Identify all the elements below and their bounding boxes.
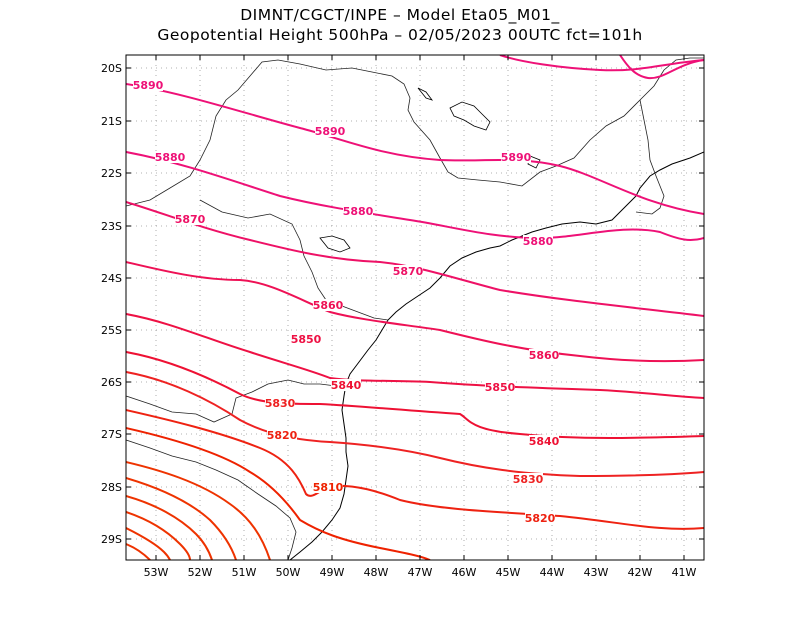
contour-line-5810 — [126, 427, 431, 560]
coastline — [289, 151, 704, 560]
contour-label-bg — [393, 265, 423, 277]
contour-label: 5850 — [291, 333, 322, 346]
lat-tick-label: 25S — [101, 324, 122, 337]
contour-label: 5890 — [501, 151, 532, 164]
contour-label: 5890 — [315, 125, 346, 138]
contour-label: 5840 — [331, 379, 362, 392]
lon-tick-label: 41W — [672, 566, 697, 579]
contour-label: 5880 — [155, 151, 186, 164]
contour-label: 5830 — [513, 473, 544, 486]
contour-line-5870 — [126, 201, 704, 317]
contour-label-bg — [313, 481, 343, 493]
state-border — [126, 57, 704, 207]
lat-tick-label: 24S — [101, 272, 122, 285]
contour-label: 5890 — [133, 79, 164, 92]
lon-tick-label: 50W — [276, 566, 301, 579]
plot-frame — [125, 54, 705, 561]
contour-label: 5850 — [485, 381, 516, 394]
contour-label-bg — [313, 299, 343, 311]
contour-label: 5880 — [523, 235, 554, 248]
contour-line-5860 — [126, 261, 704, 363]
lon-tick-label: 45W — [496, 566, 521, 579]
contour-line-lower — [126, 543, 151, 560]
contour-label: 5860 — [529, 349, 560, 362]
contour-line-5890 — [619, 55, 704, 80]
contour-line-5820 — [126, 409, 704, 530]
contour-label-bg — [523, 235, 553, 247]
state-border — [199, 199, 389, 321]
coastlines-and-borders — [126, 57, 704, 560]
contour-label-bg — [525, 512, 555, 524]
lon-tick-label: 52W — [188, 566, 213, 579]
contour-label-bg — [155, 151, 185, 163]
lon-tick-label: 51W — [232, 566, 257, 579]
contour-label-bg — [175, 213, 205, 225]
contour-label: 5870 — [175, 213, 206, 226]
contour-label: 5870 — [393, 265, 424, 278]
state-border — [635, 99, 665, 215]
lake — [449, 101, 491, 131]
contour-line-5850 — [126, 313, 704, 399]
contour-label-bg — [267, 429, 297, 441]
chart-title-line2: Geopotential Height 500hPa – 02/05/2023 … — [157, 26, 643, 44]
contour-label: 5820 — [525, 512, 556, 525]
lat-tick-label: 26S — [101, 376, 122, 389]
contour-line-5830 — [126, 371, 704, 478]
contour-label-bg — [485, 381, 515, 393]
axis-ticks: 20S 21S 22S 23S 24S 25S 26S 27S 28S 29S 53W 52W 51W 5… — [101, 55, 704, 579]
lake — [319, 235, 351, 253]
contour-label-bg — [265, 397, 295, 409]
lake — [417, 87, 434, 101]
contour-label: 5820 — [267, 429, 298, 442]
lat-tick-label: 22S — [101, 167, 122, 180]
gridlines — [126, 55, 704, 560]
contour-label: 5860 — [313, 299, 344, 312]
lon-tick-label: 44W — [540, 566, 565, 579]
lon-tick-label: 48W — [364, 566, 389, 579]
lon-tick-label: 49W — [320, 566, 345, 579]
height-contours — [126, 55, 704, 560]
contour-line-5840 — [126, 351, 704, 439]
contour-line-lower — [126, 511, 191, 560]
contour-label-bg — [513, 473, 543, 485]
lon-tick-label: 46W — [452, 566, 477, 579]
contour-line-5890 — [499, 55, 704, 72]
lat-tick-label: 29S — [101, 533, 122, 546]
contour-label-bg — [291, 333, 321, 345]
lat-tick-label: 23S — [101, 220, 122, 233]
contour-label-bg — [501, 151, 531, 163]
lon-tick-label: 53W — [144, 566, 169, 579]
contour-label-bg — [529, 349, 559, 361]
lat-tick-label: 21S — [101, 115, 122, 128]
lat-tick-label: 20S — [101, 62, 122, 75]
chart-title-line1: DIMNT/CGCT/INPE – Model Eta05_M01_ — [240, 6, 560, 24]
contour-line-lower — [126, 477, 237, 560]
contour-label-bg — [331, 379, 361, 391]
contour-label-bg — [133, 79, 163, 91]
contour-line-lower — [126, 527, 171, 560]
state-border — [126, 439, 297, 560]
lon-tick-label: 43W — [584, 566, 609, 579]
lat-tick-label: 28S — [101, 481, 122, 494]
contour-label: 5880 — [343, 205, 374, 218]
contour-labels: 5890 5890 5890 5880 5880 5880 5870 5870 5860 5860… — [133, 79, 560, 525]
state-border — [126, 379, 347, 423]
contour-label: 5810 — [313, 481, 344, 494]
contour-line-lower — [126, 495, 213, 560]
contour-label-bg — [315, 125, 345, 137]
contour-label-bg — [529, 435, 559, 447]
lat-tick-label: 27S — [101, 428, 122, 441]
contour-line-5890 — [126, 83, 704, 215]
contour-label-bg — [343, 205, 373, 217]
lon-tick-label: 47W — [408, 566, 433, 579]
contour-label: 5840 — [529, 435, 560, 448]
contour-line-5880 — [126, 151, 704, 241]
contour-label: 5830 — [265, 397, 296, 410]
lon-tick-label: 42W — [628, 566, 653, 579]
contour-line-lower — [126, 461, 271, 560]
